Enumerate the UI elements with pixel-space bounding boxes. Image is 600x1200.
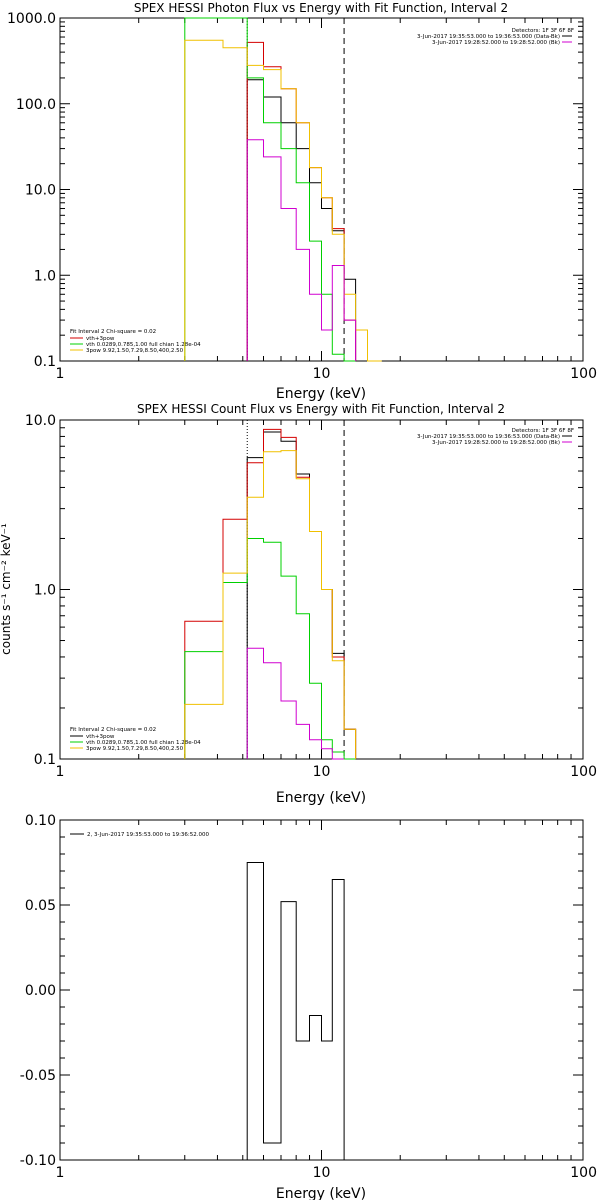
x-tick-label: 1 [56, 764, 65, 780]
y-tick-label: 1.0 [34, 268, 56, 284]
x-tick-label: 10 [313, 764, 331, 780]
photon-flux-interval-line2: 3-Jun-2017 19:28:52.000 to 19:28:52.000 … [432, 40, 560, 46]
x-tick-label: 100 [570, 1165, 597, 1181]
count-flux-fit-line4: 3pow 9.92,1.50,7.29,8.50,400,2.50 [86, 746, 184, 752]
y-tick-label: 0.1 [34, 354, 56, 370]
photon-flux-title: SPEX HESSI Photon Flux vs Energy with Fi… [134, 1, 508, 15]
series-vth [184, 17, 356, 362]
photon-flux-fit-line4: 3pow 9.92,1.50,7.29,8.50,400,2.50 [86, 348, 184, 354]
series-vth-3pow [184, 428, 357, 759]
y-tick-label: 0.1 [34, 752, 56, 768]
x-tick-label: 100 [570, 764, 597, 780]
count-flux-panel: SPEX HESSI Count Flux vs Energy with Fit… [0, 402, 597, 806]
y-tick-label: 10.0 [25, 183, 56, 199]
x-tick-label: 1 [56, 366, 65, 382]
photon-flux-xlabel: Energy (keV) [276, 386, 366, 402]
y-tick-label: -0.10 [20, 1153, 56, 1169]
count-flux-title: SPEX HESSI Count Flux vs Energy with Fit… [137, 402, 505, 416]
count-flux-fit-line2: vth+3pow [86, 734, 115, 740]
photon-flux-fit-line3: vth 0.0289,0.785,1.00 full chian 1.28e-0… [86, 342, 201, 348]
count-flux-ylabel: counts s⁻¹ cm⁻² keV⁻¹ [0, 523, 13, 655]
photon-flux-detectors: Detectors: 1F 3F 6F 8F [512, 28, 574, 34]
x-tick-label: 1 [56, 1165, 65, 1181]
residuals-xlabel: Energy (keV) [276, 1186, 366, 1200]
series-bk [246, 139, 357, 361]
count-flux-detectors: Detectors: 1F 3F 6F 8F [512, 428, 574, 434]
residuals-legend: 2, 3-Jun-2017 19:35:53.000 to 19:36:52.0… [87, 832, 210, 838]
residuals-panel: Energy (keV) 2, 3-Jun-2017 19:35:53.000 … [20, 813, 597, 1200]
count-flux-fit-line1: Fit Interval 2 Chi-square = 0.02 [70, 727, 156, 733]
count-flux-fit-line3: vth 0.0289,0.785,1.00 full chian 1.28e-0… [86, 740, 201, 746]
photon-flux-fit-line1: Fit Interval 2 Chi-square = 0.02 [70, 329, 156, 335]
count-flux-interval-line1: 3-Jun-2017 19:35:53.000 to 19:36:53.000 … [417, 434, 560, 440]
y-tick-label: 0.05 [25, 898, 56, 914]
count-flux-xlabel: Energy (keV) [276, 790, 366, 806]
residuals-plot-frame [59, 819, 584, 1161]
x-tick-label: 10 [313, 366, 331, 382]
photon-flux-interval-line1: 3-Jun-2017 19:35:53.000 to 19:36:53.000 … [417, 34, 560, 40]
y-tick-label: -0.05 [20, 1068, 56, 1084]
count-flux-interval-line2: 3-Jun-2017 19:28:52.000 to 19:28:52.000 … [432, 440, 560, 446]
x-tick-label: 100 [570, 366, 597, 382]
x-tick-label: 10 [313, 1165, 331, 1181]
y-tick-label: 100.0 [16, 97, 56, 113]
y-tick-label: 0.10 [25, 813, 56, 829]
series-residual [246, 862, 345, 1160]
series-3pow [184, 450, 357, 759]
y-tick-label: 1.0 [34, 583, 56, 599]
series-3pow [184, 39, 382, 362]
photon-flux-panel: SPEX HESSI Photon Flux vs Energy with Fi… [7, 1, 597, 402]
photon-flux-fit-line2: vth+3pow [86, 336, 115, 342]
series-vth [184, 538, 356, 760]
y-tick-label: 10.0 [25, 413, 56, 429]
y-tick-label: 1000.0 [7, 11, 56, 27]
y-tick-label: 0.00 [25, 983, 56, 999]
series-bk [246, 647, 345, 760]
